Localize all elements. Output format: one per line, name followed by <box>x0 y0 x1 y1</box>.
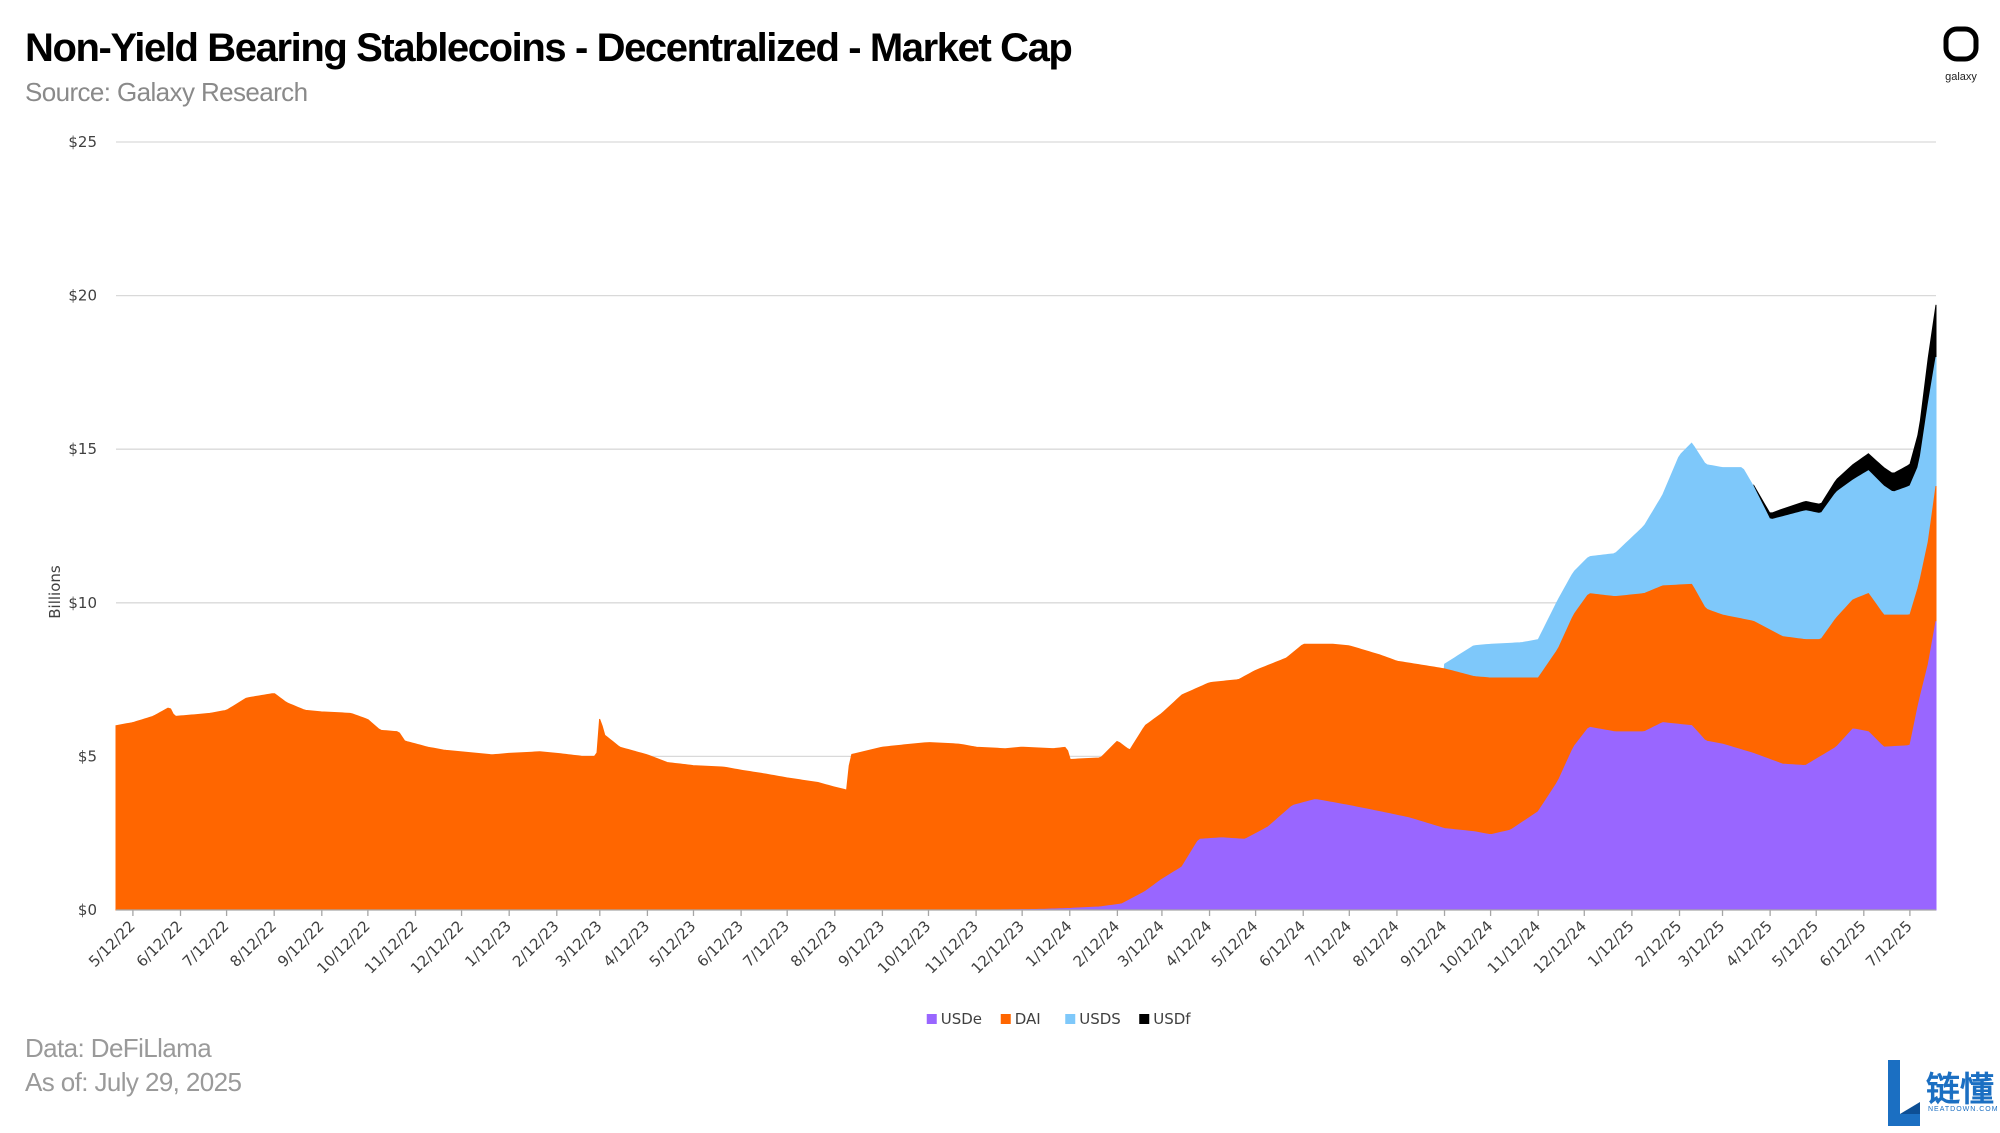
y-axis-label: Billions <box>46 565 64 619</box>
x-tick-label: 3/12/23 <box>552 917 606 971</box>
x-tick-label: 8/12/23 <box>787 917 841 971</box>
galaxy-logo-icon <box>1943 26 1979 62</box>
x-tick-label: 8/12/22 <box>226 917 280 971</box>
legend-swatch-dai <box>1000 1014 1011 1024</box>
galaxy-logo-text: galaxy <box>1945 71 1977 83</box>
x-tick-label: 5/12/25 <box>1768 917 1822 971</box>
chart-subtitle: Source: Galaxy Research <box>25 77 308 107</box>
watermark: 链懂 NEATDOWN.COM <box>1886 1058 1999 1128</box>
x-tick-label: 7/12/23 <box>739 917 793 971</box>
legend-swatch-usdf <box>1139 1014 1150 1024</box>
watermark-logo-icon <box>1888 1060 1920 1126</box>
as-of-date: As of: July 29, 2025 <box>25 1067 242 1097</box>
x-tick-label: 5/12/22 <box>85 917 139 971</box>
y-tick-label: $15 <box>68 440 97 458</box>
x-tick-label: 5/12/23 <box>646 917 700 971</box>
data-source-note: Data: DeFiLlama <box>25 1033 212 1063</box>
x-tick-label: 3/12/25 <box>1675 917 1729 971</box>
legend-swatch-usds <box>1065 1014 1076 1024</box>
watermark-text: 链懂 <box>1926 1071 1994 1109</box>
x-tick-label: 6/12/25 <box>1816 917 1870 971</box>
x-tick-label: 1/12/25 <box>1584 917 1638 971</box>
y-tick-label: $5 <box>78 747 97 765</box>
y-tick-label: $25 <box>68 133 97 151</box>
legend-label-usds: USDS <box>1079 1010 1121 1028</box>
x-tick-label: 2/12/24 <box>1070 917 1124 971</box>
x-tick-label: 7/12/25 <box>1862 917 1916 971</box>
series-areas <box>115 304 1937 911</box>
chart-title: Non-Yield Bearing Stablecoins - Decentra… <box>25 26 1073 70</box>
x-tick-label: 6/12/23 <box>693 917 747 971</box>
watermark-sub: NEATDOWN.COM <box>1928 1106 1999 1113</box>
y-tick-label: $20 <box>68 287 97 305</box>
x-axis: 5/12/226/12/227/12/228/12/229/12/2210/12… <box>85 909 1936 977</box>
galaxy-logo: galaxy <box>1932 24 1990 84</box>
x-tick-label: 4/12/25 <box>1722 917 1776 971</box>
y-tick-label: $0 <box>78 901 97 919</box>
x-tick-label: 2/12/23 <box>509 917 563 971</box>
legend-label-usde: USDe <box>941 1010 982 1028</box>
area-dai <box>115 485 1937 911</box>
x-tick-label: 2/12/25 <box>1632 917 1686 971</box>
x-tick-label: 3/12/24 <box>1114 917 1168 971</box>
x-tick-label: 5/12/24 <box>1208 917 1262 971</box>
y-axis: $0 $5 $10 $15 $20 $25 <box>68 133 97 919</box>
x-tick-label: 4/12/23 <box>600 917 654 971</box>
legend-label-dai: DAI <box>1015 1010 1041 1028</box>
x-tick-label: 6/12/22 <box>133 917 187 971</box>
legend: USDe DAI USDS USDf <box>926 1010 1191 1028</box>
x-tick-label: 4/12/24 <box>1162 917 1216 971</box>
y-tick-label: $10 <box>68 594 97 612</box>
x-tick-label: 8/12/24 <box>1349 917 1403 971</box>
area-usde <box>996 621 1937 911</box>
legend-swatch-usde <box>926 1014 937 1024</box>
x-tick-label: 1/12/24 <box>1022 917 1076 971</box>
x-tick-label: 6/12/24 <box>1255 917 1309 971</box>
legend-label-usdf: USDf <box>1153 1010 1191 1028</box>
x-tick-label: 7/12/22 <box>179 917 233 971</box>
x-tick-label: 1/12/23 <box>461 917 515 971</box>
x-tick-label: 7/12/24 <box>1302 917 1356 971</box>
